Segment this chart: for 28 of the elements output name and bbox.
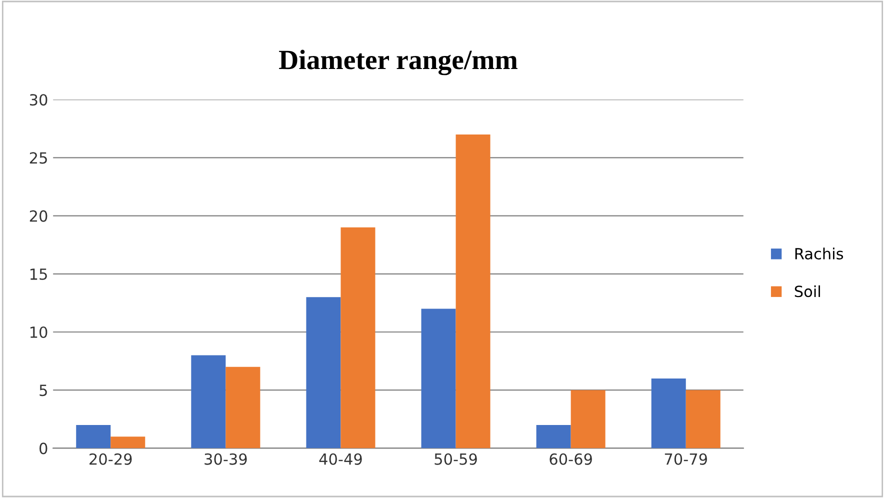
- x-tick-label: 20-29: [90, 453, 132, 465]
- bar: [570, 390, 606, 448]
- y-tick-label: 25: [30, 152, 47, 164]
- bar: [226, 366, 260, 448]
- bar: [421, 308, 456, 448]
- bar: [191, 355, 226, 448]
- x-tick-label: 30-39: [204, 453, 247, 465]
- legend-label: Rachis: [795, 248, 844, 260]
- bar: [340, 227, 376, 448]
- y-tick-label: 30: [30, 94, 48, 106]
- bar: [536, 424, 571, 448]
- x-tick-label: 60-69: [550, 453, 592, 465]
- bar: [110, 436, 146, 448]
- bar: [76, 424, 111, 448]
- y-tick-label: 5: [40, 384, 47, 396]
- y-tick-label: 15: [30, 268, 47, 280]
- bar: [456, 134, 490, 448]
- bar: [686, 390, 720, 448]
- y-tick-label: 10: [30, 326, 48, 338]
- x-tick-label: 40-49: [319, 453, 362, 465]
- x-tick-label: 70-79: [664, 453, 707, 465]
- y-tick-label: 0: [40, 442, 48, 454]
- y-tick-label: 20: [30, 210, 48, 222]
- chart-title: Diameter range/mm: [279, 50, 518, 76]
- bar: [651, 378, 686, 448]
- x-tick-label: 50-59: [434, 453, 477, 465]
- bar: [306, 297, 341, 448]
- legend-label: Soil: [794, 285, 820, 298]
